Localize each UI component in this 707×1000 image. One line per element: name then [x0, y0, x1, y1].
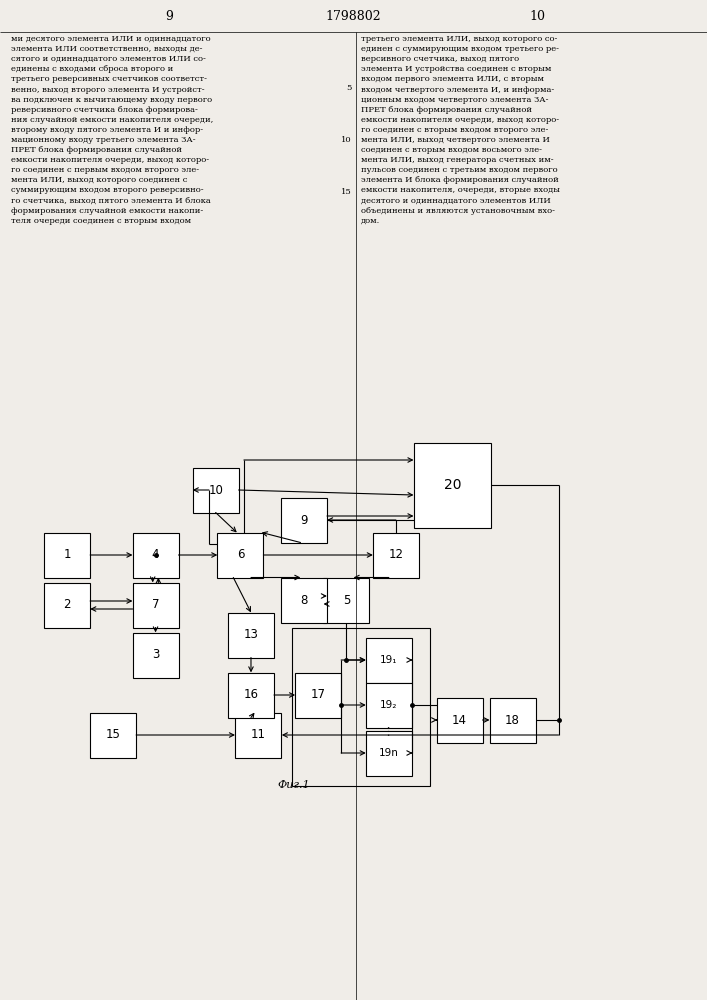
Text: 10: 10	[530, 10, 545, 23]
Text: 15: 15	[105, 728, 121, 742]
Bar	[281, 578, 327, 622]
Bar	[373, 532, 419, 578]
Bar	[192, 468, 238, 512]
Bar	[90, 712, 136, 758]
Bar	[489, 698, 536, 742]
Text: 9: 9	[300, 514, 308, 526]
Text: 1: 1	[64, 548, 71, 562]
Text: 13: 13	[243, 629, 259, 642]
Text: 10: 10	[208, 484, 223, 496]
Bar	[133, 582, 178, 628]
Text: 8: 8	[300, 593, 308, 606]
Text: ми десятого элемента ИЛИ и одиннадцатого
элемента ИЛИ соответственно, выходы де-: ми десятого элемента ИЛИ и одиннадцатого…	[11, 35, 213, 225]
Text: третьего элемента ИЛИ, выход которого со-
единен с суммирующим входом третьего р: третьего элемента ИЛИ, выход которого со…	[361, 35, 559, 225]
Bar	[133, 532, 178, 578]
Bar	[228, 612, 274, 658]
Bar	[228, 672, 274, 718]
Text: 1798802: 1798802	[326, 10, 381, 23]
Bar	[366, 683, 412, 728]
Bar	[44, 582, 90, 628]
Text: 4: 4	[152, 548, 159, 562]
Text: Фиг.1: Фиг.1	[277, 780, 310, 790]
Bar	[281, 498, 327, 542]
Bar	[44, 532, 90, 578]
Bar	[291, 628, 430, 786]
Text: 2: 2	[64, 598, 71, 611]
Text: 18: 18	[505, 714, 520, 726]
Text: 5: 5	[346, 84, 351, 92]
Bar	[296, 672, 341, 718]
Text: 19n: 19n	[379, 748, 399, 758]
Text: 19₁: 19₁	[380, 655, 397, 665]
Text: 15: 15	[341, 188, 351, 196]
Text: 17: 17	[310, 688, 326, 702]
Bar	[235, 712, 281, 758]
Text: 12: 12	[388, 548, 404, 562]
Text: 6: 6	[237, 548, 244, 562]
Bar	[437, 698, 483, 742]
Text: 19₂: 19₂	[380, 700, 397, 710]
Bar	[218, 532, 264, 578]
Text: 10: 10	[341, 136, 351, 144]
Bar	[366, 638, 412, 682]
Text: ⋯: ⋯	[384, 723, 394, 735]
Text: 20: 20	[444, 478, 461, 492]
Bar	[324, 578, 369, 622]
Text: 7: 7	[152, 598, 159, 611]
Bar	[414, 442, 491, 527]
Text: 16: 16	[243, 688, 259, 702]
Bar	[366, 730, 412, 776]
Text: 11: 11	[250, 728, 266, 742]
Bar	[133, 633, 178, 678]
Text: 9: 9	[165, 10, 174, 23]
Text: 14: 14	[452, 714, 467, 726]
Text: 3: 3	[152, 648, 159, 662]
Text: 5: 5	[343, 593, 350, 606]
